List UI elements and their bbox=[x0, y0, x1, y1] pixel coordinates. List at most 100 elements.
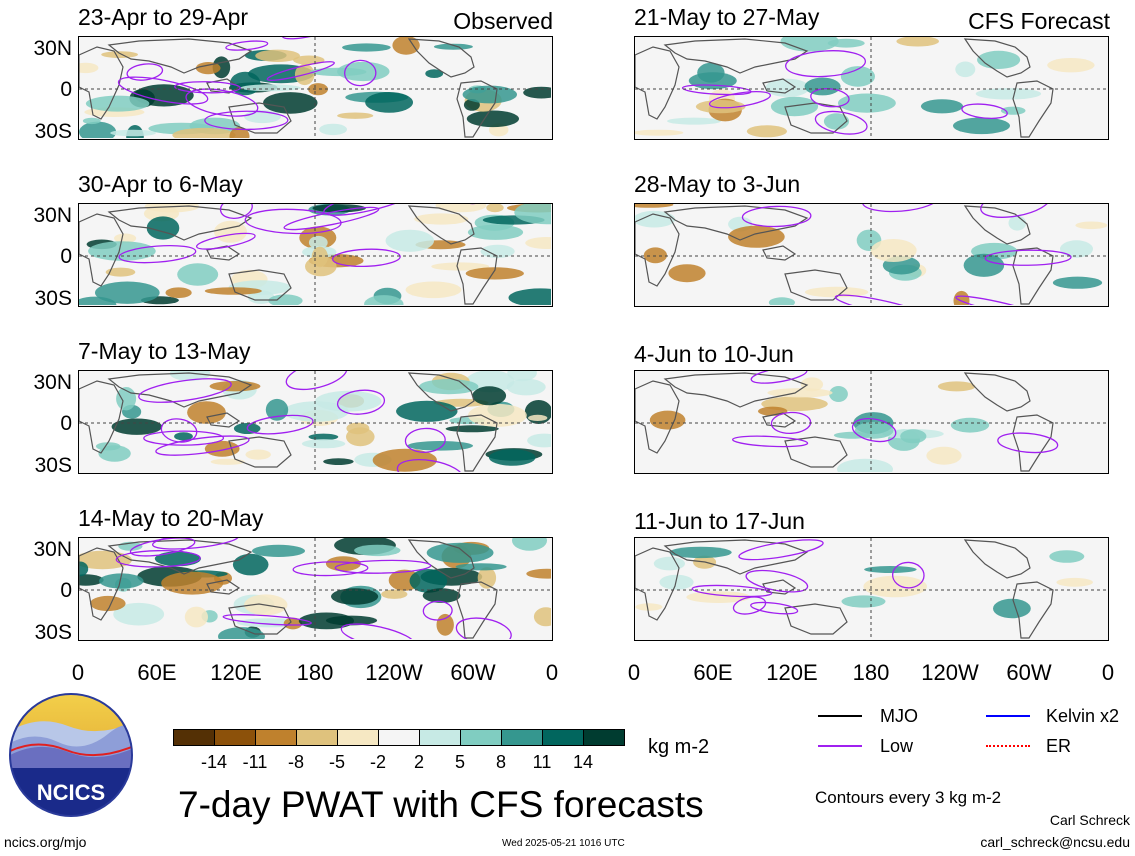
coastline bbox=[456, 247, 498, 305]
coastline bbox=[228, 102, 292, 134]
low-filter-contour bbox=[118, 244, 197, 264]
panel-tag-observed: Observed bbox=[453, 8, 553, 34]
pwat-anomaly-shading bbox=[667, 117, 722, 125]
footer-email[interactable]: carl_schreck@ncsu.edu bbox=[980, 834, 1130, 850]
low-filter-contour bbox=[204, 110, 289, 131]
lat-label-30n: 30N bbox=[33, 37, 72, 60]
pwat-anomaly-shading bbox=[315, 390, 382, 412]
pwat-anomaly-shading bbox=[468, 403, 527, 427]
low-filter-contour bbox=[770, 411, 812, 434]
pwat-anomaly-shading bbox=[1047, 58, 1095, 73]
pwat-anomaly-shading bbox=[506, 378, 546, 396]
pwat-anomaly-shading bbox=[508, 288, 551, 305]
pwat-anomaly-shading bbox=[110, 129, 156, 137]
pwat-anomaly-shading bbox=[268, 294, 303, 305]
lon-label-right-60w: 60W bbox=[1006, 660, 1052, 685]
lon-label-right-180: 180 bbox=[852, 660, 890, 685]
colorbar-tick-label: 8 bbox=[495, 752, 506, 772]
coastline bbox=[79, 380, 124, 454]
panel-title-2: 21-May to 27-May bbox=[634, 4, 820, 30]
colorbar-swatch bbox=[296, 729, 338, 746]
pwat-anomaly-shading bbox=[79, 574, 104, 586]
low-filter-contour bbox=[283, 206, 380, 231]
pwat-anomaly-shading bbox=[436, 613, 454, 636]
pwat-anomaly-shading bbox=[533, 607, 551, 627]
colorbar-tick-label: 2 bbox=[413, 752, 424, 772]
colorbar-tick-label: 14 bbox=[572, 752, 594, 772]
legend-mjo-label: MJO bbox=[880, 706, 918, 726]
pwat-anomaly-shading bbox=[800, 377, 824, 392]
pwat-anomaly-shading bbox=[354, 544, 401, 557]
pwat-anomaly-shading bbox=[488, 449, 536, 466]
footer-url[interactable]: ncics.org/mjo bbox=[4, 834, 87, 850]
pwat-anomaly-shading bbox=[392, 37, 420, 55]
pwat-anomaly-shading bbox=[863, 575, 927, 598]
pwat-anomaly-shading bbox=[255, 49, 300, 62]
pwat-anomaly-shading bbox=[95, 281, 160, 304]
coastline bbox=[79, 213, 124, 287]
lon-label-left-0-end: 0 bbox=[545, 660, 559, 685]
panel-title-3: 30-Apr to 6-May bbox=[78, 171, 243, 197]
low-filter-contour bbox=[396, 459, 464, 472]
pwat-map-panel-6 bbox=[634, 370, 1109, 474]
pwat-anomaly-shading bbox=[195, 62, 221, 75]
pwat-anomaly-shading bbox=[1060, 240, 1093, 258]
pwat-anomaly-shading bbox=[79, 121, 117, 138]
low-filter-contour bbox=[851, 417, 897, 443]
low-filter-contour bbox=[961, 103, 1008, 120]
pwat-anomaly-shading bbox=[422, 588, 461, 603]
coastline bbox=[79, 46, 124, 120]
legend-low-line bbox=[818, 745, 862, 747]
coastline bbox=[663, 372, 809, 408]
low-filter-contour bbox=[117, 76, 209, 105]
pwat-anomaly-shading bbox=[896, 37, 939, 47]
low-filter-contour bbox=[814, 110, 868, 135]
pwat-anomaly-shading bbox=[840, 66, 875, 87]
low-filter-contour bbox=[340, 623, 416, 639]
pwat-anomaly-shading bbox=[187, 401, 226, 424]
coastline bbox=[107, 205, 253, 241]
low-filter-contour bbox=[732, 435, 809, 448]
low-filter-contour bbox=[750, 601, 799, 615]
lat-label-30s: 30S bbox=[34, 287, 72, 310]
pwat-anomaly-shading bbox=[1075, 221, 1107, 230]
pwat-anomaly-shading bbox=[342, 43, 391, 52]
pwat-anomaly-shading bbox=[977, 50, 1021, 69]
pwat-anomaly-shading bbox=[953, 117, 1010, 135]
pwat-anomaly-shading bbox=[172, 127, 236, 138]
low-filter-contour bbox=[152, 538, 240, 550]
low-filter-contour bbox=[160, 418, 198, 443]
low-filter-contour bbox=[285, 371, 348, 391]
colorbar-tick-label: -2 bbox=[369, 752, 386, 772]
pwat-anomaly-shading bbox=[409, 569, 448, 593]
ncics-logo-text: NCICS bbox=[37, 780, 105, 805]
pwat-anomaly-shading bbox=[308, 433, 339, 441]
low-filter-contour bbox=[785, 50, 866, 78]
pwat-anomaly-shading bbox=[926, 446, 962, 465]
coastline bbox=[407, 372, 475, 412]
pwat-anomaly-shading bbox=[804, 286, 869, 298]
pwat-anomaly-shading bbox=[165, 287, 192, 298]
pwat-anomaly-shading bbox=[433, 43, 473, 50]
low-filter-contour bbox=[750, 371, 808, 384]
pwat-anomaly-shading bbox=[1008, 215, 1027, 231]
pwat-anomaly-shading bbox=[512, 538, 547, 551]
low-filter-contour bbox=[861, 204, 940, 213]
lon-label-left-60e: 60E bbox=[137, 660, 177, 685]
pwat-map-panel-8 bbox=[634, 537, 1109, 641]
lat-label-30s: 30S bbox=[34, 120, 72, 143]
lon-label-right-0: 0 bbox=[627, 660, 641, 685]
pwat-anomaly-shading bbox=[462, 85, 517, 104]
pwat-map-panel-1 bbox=[78, 36, 553, 140]
low-filter-contour bbox=[129, 538, 196, 557]
coastline bbox=[635, 213, 680, 287]
low-filter-contour bbox=[336, 389, 386, 415]
pwat-anomaly-shading bbox=[372, 448, 437, 472]
lat-label-30n: 30N bbox=[33, 371, 72, 394]
pwat-anomaly-shading bbox=[210, 458, 245, 465]
low-filter-contour bbox=[708, 91, 771, 109]
low-filter-contour bbox=[126, 63, 164, 81]
coastline bbox=[407, 539, 475, 579]
pwat-anomaly-shading bbox=[79, 62, 99, 74]
coastline bbox=[228, 436, 292, 468]
